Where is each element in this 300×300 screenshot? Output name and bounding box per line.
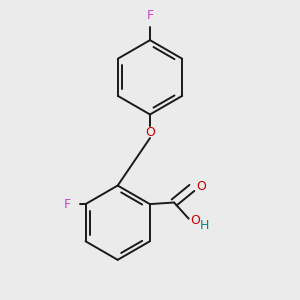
Text: O: O bbox=[197, 180, 207, 193]
Text: O: O bbox=[145, 126, 155, 139]
Text: F: F bbox=[64, 198, 71, 211]
Text: O: O bbox=[190, 214, 200, 227]
Text: F: F bbox=[146, 9, 154, 22]
Text: H: H bbox=[199, 219, 209, 232]
